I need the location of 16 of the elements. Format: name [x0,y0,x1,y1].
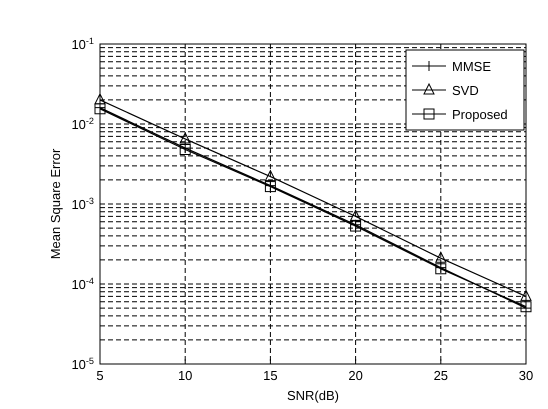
x-tick-label: 25 [434,368,448,383]
y-tick-label: 10$^{-3}$ [71,196,94,212]
x-tick-label: 15 [263,368,278,383]
y-tick-label: 10$^{-5}$ [71,356,94,372]
x-tick-label: 20 [348,368,363,383]
y-tick-label: 10$^{-2}$ [71,116,94,132]
x-axis-title: SNR(dB) [286,388,340,403]
legend-label: MMSE [452,59,492,74]
legend-label: Proposed [452,107,508,122]
x-tick-label: 30 [518,368,534,383]
legend-label: SVD [452,83,479,98]
x-tick-label: 5 [96,368,104,383]
y-tick-label: 10$^{-4}$ [71,276,94,292]
x-tick-label: 10 [178,368,192,383]
y-tick-label: 10$^{-1}$ [71,36,94,52]
y-axis-title: Mean Square Error [48,148,63,260]
